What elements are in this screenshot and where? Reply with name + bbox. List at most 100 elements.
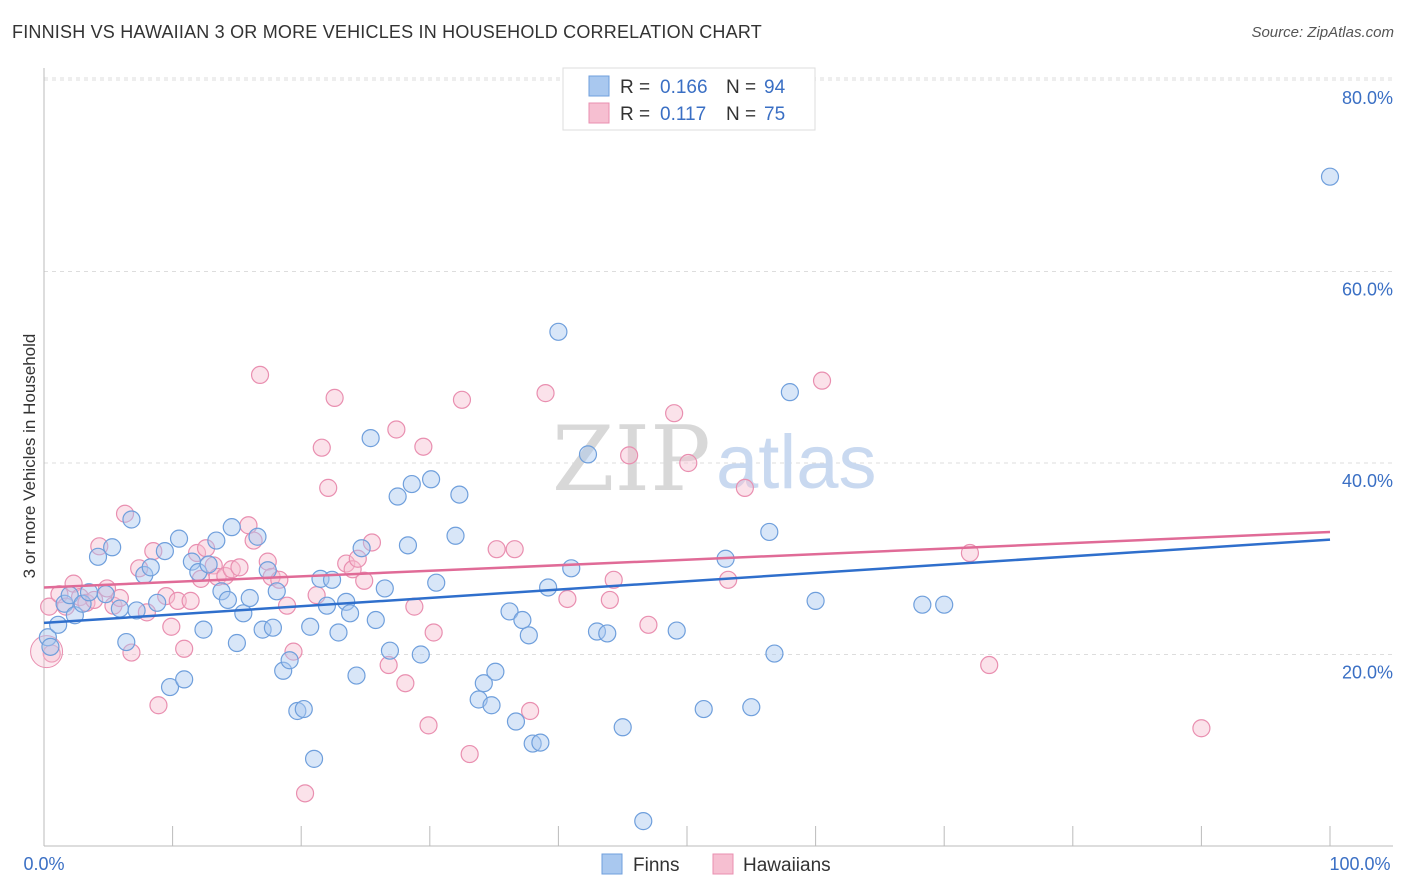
finns-point-28 — [218, 590, 237, 610]
hawaiians-point-50 — [387, 420, 406, 439]
hawaiians-r-value: 0.117 — [660, 104, 706, 125]
finns-point-43 — [304, 749, 324, 768]
finns-point-19 — [160, 677, 180, 697]
finns-point-88 — [780, 383, 799, 402]
hawaiians-point-17 — [149, 696, 168, 715]
finns-point-67 — [486, 662, 505, 681]
finns-point-30 — [227, 633, 246, 653]
finns-point-65 — [474, 674, 493, 693]
finns-point-56 — [388, 487, 407, 506]
finns-point-75 — [549, 322, 568, 341]
finns-point-12 — [117, 632, 136, 652]
hawaiians-point-39 — [295, 784, 315, 803]
hawaiians-point-68 — [679, 453, 698, 473]
finns-point-87 — [765, 644, 784, 663]
y-tick-labels: 20.0% 40.0% 60.0% 80.0% — [1342, 88, 1393, 683]
finns-point-49 — [340, 604, 360, 623]
finns-point-60 — [421, 470, 441, 489]
hawaiians-n-label: N = — [726, 104, 756, 125]
finns-point-63 — [450, 485, 469, 504]
hawaiians-point-19 — [162, 617, 181, 636]
finns-point-40 — [288, 701, 307, 721]
finns-point-3 — [55, 594, 74, 613]
finns-point-82 — [667, 621, 686, 640]
hawaiians-point-52 — [405, 597, 424, 616]
hawaiians-point-23 — [187, 543, 207, 563]
finns-n-label: N = — [726, 77, 756, 98]
finns-point-89 — [806, 591, 825, 610]
hawaiians-point-64 — [604, 570, 623, 589]
y-tick-label-20: 20.0% — [1342, 663, 1393, 683]
hawaiians-point-42 — [319, 478, 338, 497]
hawaiians-point-11 — [110, 588, 129, 608]
finns-point-52 — [361, 429, 380, 448]
hawaiians-point-58 — [487, 540, 506, 559]
chart-title: FINNISH VS HAWAIIAN 3 OR MORE VEHICLES I… — [12, 22, 762, 42]
watermark-zip: ZIP — [552, 407, 711, 512]
finns-bottom-swatch — [601, 853, 623, 875]
finns-point-1 — [41, 637, 60, 656]
finns-point-25 — [199, 555, 218, 574]
finns-point-86 — [760, 522, 779, 542]
finns-point-57 — [398, 536, 418, 555]
y-tick-label-40: 40.0% — [1342, 471, 1393, 491]
hawaiians-point-65 — [620, 446, 639, 465]
hawaiians-point-33 — [250, 365, 270, 385]
hawaiians-point-20 — [168, 591, 187, 610]
hawaiians-point-57 — [460, 744, 479, 764]
finns-point-69 — [506, 712, 526, 731]
watermark-atlas: atlas — [716, 420, 877, 505]
series-legend: Finns Hawaiians — [601, 853, 831, 876]
finns-point-37 — [267, 582, 286, 601]
hawaiians-point-74 — [1192, 719, 1211, 738]
finns-point-90 — [913, 595, 932, 614]
hawaiians-point-48 — [362, 533, 382, 552]
hawaiians-point-41 — [312, 438, 331, 457]
finns-point-58 — [402, 474, 421, 494]
hawaiians-point-63 — [600, 590, 619, 610]
finns-point-11 — [110, 599, 129, 618]
finns-point-62 — [446, 526, 465, 545]
finns-point-54 — [375, 579, 394, 598]
finns-point-71 — [519, 626, 538, 645]
finns-point-83 — [694, 699, 713, 719]
hawaiians-point-38 — [284, 642, 303, 661]
finns-point-38 — [274, 661, 293, 680]
hawaiians-point-59 — [505, 540, 524, 559]
finns-point-79 — [598, 624, 617, 643]
finns-legend-swatch — [588, 75, 610, 97]
finns-point-35 — [258, 561, 277, 580]
y-axis-title: 3 or more Vehicles in Household — [20, 334, 39, 579]
finns-point-41 — [294, 699, 313, 719]
hawaiians-point-72 — [980, 655, 999, 675]
hawaiians-n-value: 75 — [764, 104, 785, 125]
finns-point-13 — [122, 510, 141, 529]
hawaiians-bottom-swatch — [712, 853, 734, 875]
hawaiians-point-21 — [175, 639, 194, 658]
finns-trend-line — [43, 538, 1331, 625]
x-tick-label-min: 0.0% — [23, 854, 64, 874]
source-label: Source: ZipAtlas.com — [1251, 24, 1394, 41]
stats-legend: R = 0.166 N = 94 R = 0.117 N = 75 — [562, 67, 816, 131]
hawaiians-point-30 — [230, 558, 249, 577]
hawaiians-legend-label: Hawaiians — [743, 855, 831, 876]
finns-point-10 — [103, 538, 122, 557]
finns-point-33 — [248, 527, 267, 546]
trend-lines — [43, 530, 1331, 625]
hawaiians-point-60 — [521, 701, 540, 721]
finns-point-21 — [175, 670, 194, 689]
finns-point-31 — [234, 604, 253, 623]
hawaiians-point-26 — [204, 556, 223, 575]
finns-point-39 — [280, 651, 299, 670]
axes — [43, 68, 1393, 847]
finns-point-26 — [207, 531, 226, 550]
finns-point-36 — [263, 618, 283, 637]
finns-point-29 — [222, 518, 241, 537]
finns-point-6 — [73, 594, 92, 613]
finns-point-74 — [539, 578, 558, 597]
finns-point-53 — [366, 610, 385, 630]
hawaiians-point-53 — [414, 437, 433, 456]
hawaiians-point-22 — [181, 591, 200, 610]
finns-point-32 — [240, 588, 259, 608]
